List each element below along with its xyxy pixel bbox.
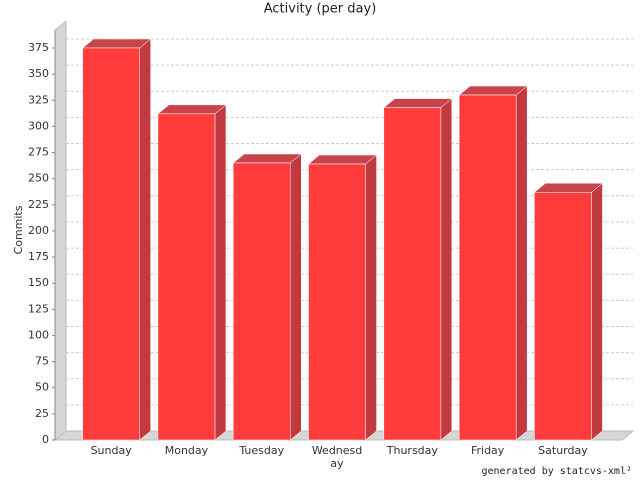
bar xyxy=(307,154,378,441)
bar xyxy=(383,98,453,441)
bar-face xyxy=(82,47,140,441)
x-tick-label: Thursday xyxy=(386,444,439,457)
x-tick-label: Monday xyxy=(165,444,209,457)
bar-side xyxy=(214,104,227,441)
y-tick-label: 150 xyxy=(28,276,49,289)
x-tick-label-line: Wednesd xyxy=(312,444,362,457)
bar-side xyxy=(515,85,528,441)
y-tick-label: 0 xyxy=(42,433,49,446)
bar-side xyxy=(290,153,302,441)
y-tick-label: 275 xyxy=(28,146,49,159)
bar-side xyxy=(139,38,151,441)
y-tick-label: 350 xyxy=(28,67,49,80)
bar-face xyxy=(534,192,592,441)
bar-top xyxy=(232,153,302,164)
y-tick-label: 300 xyxy=(28,119,49,132)
bar-face xyxy=(233,162,291,441)
y-axis-label: Commits xyxy=(12,205,25,254)
y-tick-label: 175 xyxy=(28,250,49,263)
bar-top xyxy=(81,38,152,49)
bar xyxy=(157,104,227,441)
left-wall xyxy=(54,20,67,442)
bar-face xyxy=(383,107,442,441)
x-tick-label: Friday xyxy=(471,444,505,457)
bar-side xyxy=(591,182,603,441)
bar xyxy=(232,153,302,441)
y-tick-label: 100 xyxy=(28,328,49,341)
bar-top xyxy=(157,104,227,115)
bar-face xyxy=(157,113,216,441)
y-tick-label: 375 xyxy=(28,41,49,54)
bar-face xyxy=(308,163,366,441)
bar-side xyxy=(440,98,453,441)
y-tick-label: 250 xyxy=(28,172,49,185)
y-tick-label: 50 xyxy=(35,381,49,394)
footer: generated by statcvs-xml² xyxy=(481,466,632,477)
bar-top xyxy=(307,154,378,165)
y-tick-label: 25 xyxy=(35,407,49,420)
x-tick-label: Tuesday xyxy=(238,444,284,457)
bar xyxy=(533,182,604,441)
bar xyxy=(458,85,528,441)
bar-top xyxy=(383,98,453,108)
x-tick-label-line: ay xyxy=(330,457,344,470)
bar-face xyxy=(458,94,517,441)
y-tick-label: 125 xyxy=(28,302,49,315)
x-tick-label: Wednesd ay xyxy=(312,444,362,470)
y-tick-label: 225 xyxy=(28,198,49,211)
y-tick-label: 325 xyxy=(28,93,49,106)
x-tick-label: Sunday xyxy=(91,444,133,457)
bar-side xyxy=(365,154,377,441)
y-tick-label: 75 xyxy=(35,355,49,368)
y-tick-label: 200 xyxy=(28,224,49,237)
bar xyxy=(81,38,152,441)
bar-top xyxy=(458,85,528,96)
bar-top xyxy=(533,183,604,193)
chart-title: Activity (per day) xyxy=(264,2,377,17)
x-tick-label: Saturday xyxy=(538,444,588,457)
